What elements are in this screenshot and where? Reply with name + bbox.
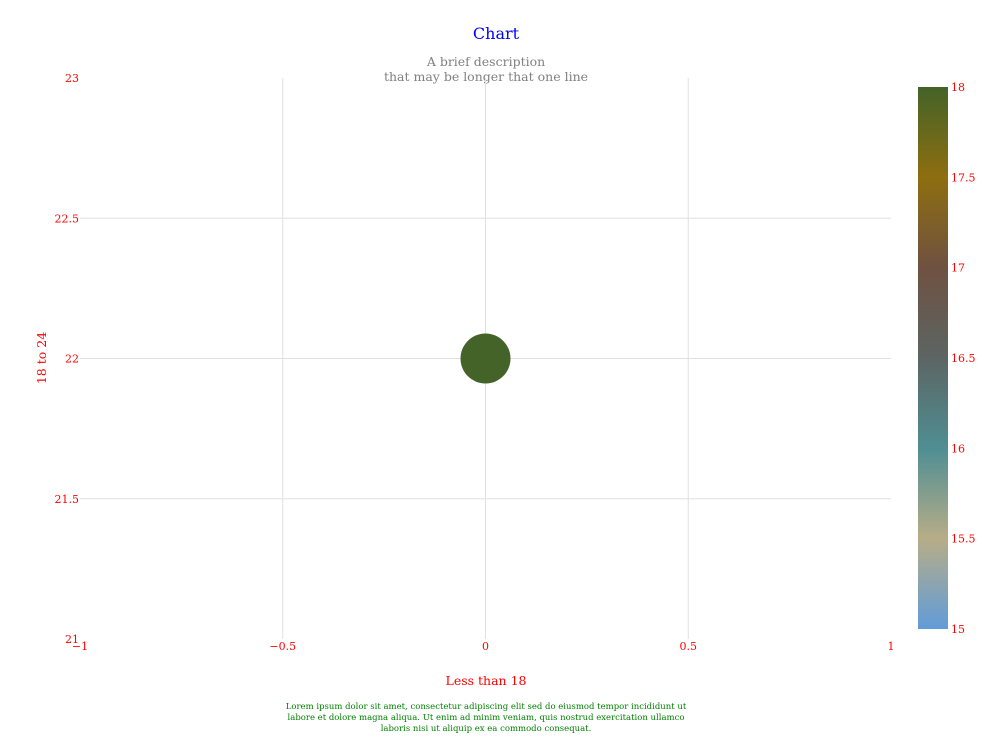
- data-points: [460, 333, 511, 384]
- x-tick-label: 0.5: [680, 640, 698, 653]
- x-tick-label: 1: [888, 640, 895, 653]
- chart-subtitle-line-1: A brief description: [426, 54, 545, 69]
- axis-ticks: −1 −0.5 0 0.5 1 21 21.5 22 22.5 23: [55, 72, 895, 653]
- x-tick-label: −0.5: [269, 640, 296, 653]
- y-tick-label: 22: [65, 353, 79, 366]
- colorbar-tick-label: 15: [951, 623, 965, 636]
- colorbar-tick-label: 16.5: [951, 352, 976, 365]
- colorbar: [918, 87, 948, 629]
- colorbar-tick-label: 16: [951, 442, 965, 455]
- colorbar-tick-label: 18: [951, 81, 965, 94]
- chart-title: Chart: [473, 24, 520, 43]
- chart-caption: Lorem ipsum dolor sit amet, consectetur …: [285, 702, 687, 734]
- y-axis-label: 18 to 24: [34, 332, 49, 384]
- x-tick-label: 0: [482, 640, 489, 653]
- x-tick-label: −1: [72, 640, 88, 653]
- colorbar-ticks: 15 15.5 16 16.5 17 17.5 18: [951, 81, 976, 636]
- colorbar-tick-label: 17: [951, 262, 965, 275]
- colorbar-tick-label: 15.5: [951, 533, 976, 546]
- colorbar-tick-label: 17.5: [951, 171, 976, 184]
- y-tick-label: 21.5: [55, 493, 80, 506]
- y-tick-label: 22.5: [55, 212, 80, 225]
- chart-subtitle-line-2: that may be longer that one line: [384, 69, 588, 84]
- data-point: [460, 333, 511, 384]
- x-axis-label: Less than 18: [446, 673, 527, 688]
- y-tick-label: 23: [65, 72, 79, 85]
- y-tick-label: 21: [65, 633, 79, 646]
